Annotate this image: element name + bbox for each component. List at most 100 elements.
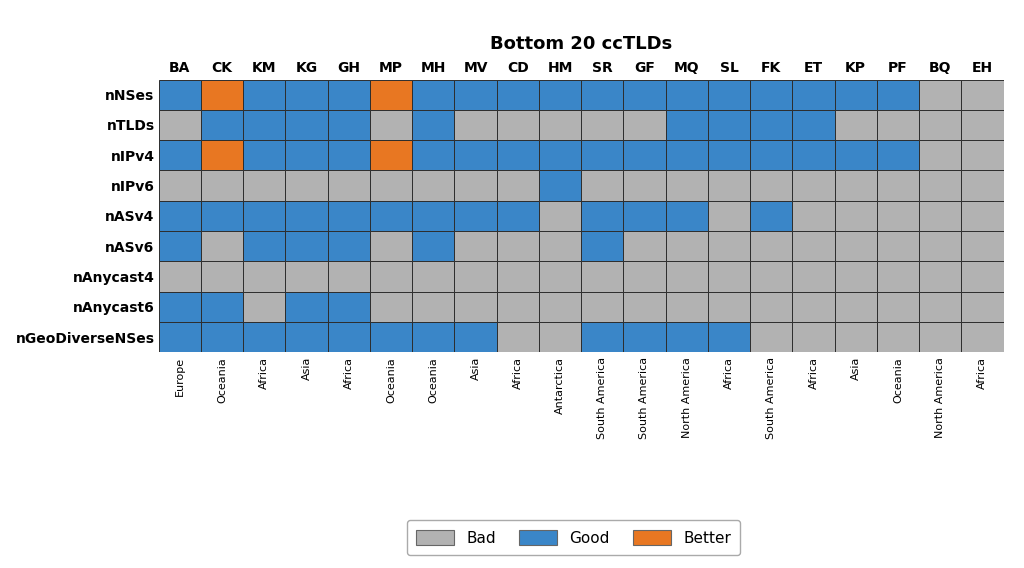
Bar — [877, 110, 920, 140]
Bar — [244, 322, 286, 352]
Bar — [286, 80, 328, 110]
Bar — [793, 170, 835, 201]
Bar — [708, 322, 750, 352]
Bar — [624, 201, 666, 231]
Bar — [582, 322, 624, 352]
Bar — [201, 322, 244, 352]
Bar — [666, 80, 708, 110]
Bar — [412, 110, 455, 140]
Bar — [370, 170, 412, 201]
Bar — [539, 80, 582, 110]
Bar — [244, 170, 286, 201]
Bar — [793, 231, 835, 261]
Bar — [920, 80, 962, 110]
Bar — [666, 110, 708, 140]
Bar — [412, 201, 455, 231]
Bar — [286, 140, 328, 170]
Bar — [793, 291, 835, 322]
Bar — [286, 231, 328, 261]
Bar — [750, 140, 793, 170]
Bar — [920, 291, 962, 322]
Bar — [582, 170, 624, 201]
Bar — [708, 231, 750, 261]
Bar — [370, 291, 412, 322]
Bar — [962, 110, 1004, 140]
Bar — [328, 170, 370, 201]
Bar — [920, 170, 962, 201]
Bar — [244, 201, 286, 231]
Bar — [877, 291, 920, 322]
Bar — [539, 231, 582, 261]
Bar — [793, 140, 835, 170]
Bar — [582, 80, 624, 110]
Bar — [920, 322, 962, 352]
Bar — [286, 261, 328, 291]
Bar — [244, 261, 286, 291]
Bar — [539, 291, 582, 322]
Bar — [835, 170, 877, 201]
Bar — [455, 261, 497, 291]
Bar — [370, 261, 412, 291]
Bar — [962, 201, 1004, 231]
Bar — [666, 170, 708, 201]
Title: Bottom 20 ccTLDs: Bottom 20 ccTLDs — [490, 35, 672, 53]
Bar — [244, 140, 286, 170]
Bar — [920, 201, 962, 231]
Bar — [497, 231, 539, 261]
Bar — [666, 261, 708, 291]
Bar — [539, 322, 582, 352]
Bar — [412, 291, 455, 322]
Bar — [159, 291, 201, 322]
Bar — [244, 110, 286, 140]
Bar — [793, 80, 835, 110]
Bar — [835, 80, 877, 110]
Bar — [370, 110, 412, 140]
Bar — [835, 140, 877, 170]
Bar — [244, 291, 286, 322]
Bar — [497, 110, 539, 140]
Bar — [328, 231, 370, 261]
Bar — [666, 231, 708, 261]
Bar — [201, 140, 244, 170]
Bar — [624, 291, 666, 322]
Bar — [328, 80, 370, 110]
Bar — [750, 170, 793, 201]
Bar — [708, 291, 750, 322]
Bar — [286, 322, 328, 352]
Bar — [962, 261, 1004, 291]
Bar — [201, 110, 244, 140]
Bar — [920, 140, 962, 170]
Bar — [750, 110, 793, 140]
Bar — [708, 140, 750, 170]
Bar — [539, 110, 582, 140]
Bar — [455, 291, 497, 322]
Bar — [201, 231, 244, 261]
Bar — [624, 110, 666, 140]
Bar — [412, 261, 455, 291]
Bar — [539, 261, 582, 291]
Bar — [624, 140, 666, 170]
Bar — [666, 201, 708, 231]
Bar — [244, 231, 286, 261]
Bar — [835, 231, 877, 261]
Bar — [497, 322, 539, 352]
Bar — [201, 291, 244, 322]
Bar — [286, 291, 328, 322]
Bar — [455, 201, 497, 231]
Bar — [328, 201, 370, 231]
Bar — [159, 201, 201, 231]
Bar — [750, 80, 793, 110]
Bar — [244, 80, 286, 110]
Bar — [159, 322, 201, 352]
Bar — [370, 201, 412, 231]
Bar — [582, 201, 624, 231]
Bar — [624, 80, 666, 110]
Bar — [750, 322, 793, 352]
Bar — [877, 322, 920, 352]
Bar — [582, 291, 624, 322]
Bar — [750, 261, 793, 291]
Bar — [539, 170, 582, 201]
Bar — [412, 80, 455, 110]
Bar — [962, 291, 1004, 322]
Bar — [835, 261, 877, 291]
